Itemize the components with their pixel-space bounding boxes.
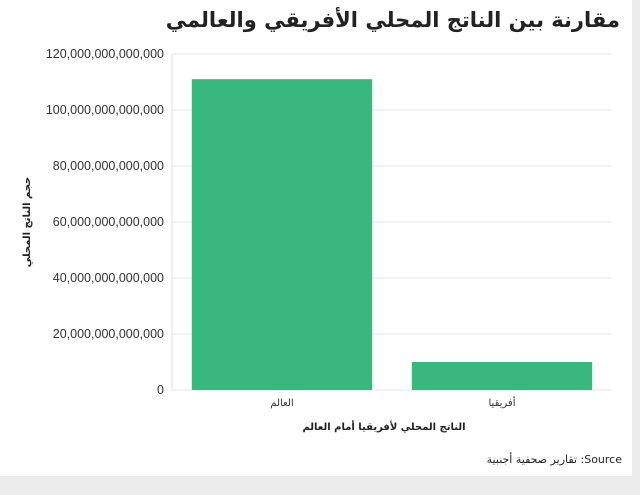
bar xyxy=(191,79,373,390)
y-tick-label: 0 xyxy=(157,383,164,397)
bar xyxy=(411,362,593,390)
chart-card: مقارنة بين الناتج المحلي الأفريقي والعال… xyxy=(0,0,632,476)
y-tick-label: 20,000,000,000,000 xyxy=(53,327,164,341)
chart-source: Source: تقارير صحفية أجنبية xyxy=(486,453,622,466)
y-tick-label: 120,000,000,000,000 xyxy=(46,47,164,61)
y-axis-label: حجم الناتج المحلي xyxy=(22,177,33,268)
chart-title: مقارنة بين الناتج المحلي الأفريقي والعال… xyxy=(165,8,620,32)
y-tick-label: 100,000,000,000,000 xyxy=(46,103,164,117)
y-tick-label: 40,000,000,000,000 xyxy=(53,271,164,285)
y-tick-label: 80,000,000,000,000 xyxy=(53,159,164,173)
x-tick-label: العالم xyxy=(270,398,293,409)
x-axis-label: الناتج المحلي لأفريقيا أمام العالم xyxy=(302,420,465,433)
y-tick-label: 60,000,000,000,000 xyxy=(53,215,164,229)
bar-chart: 0 20,000,000,000,000 40,000,000,000,000 60,… xyxy=(22,47,612,433)
x-tick-label: أفريقيا xyxy=(489,396,516,409)
